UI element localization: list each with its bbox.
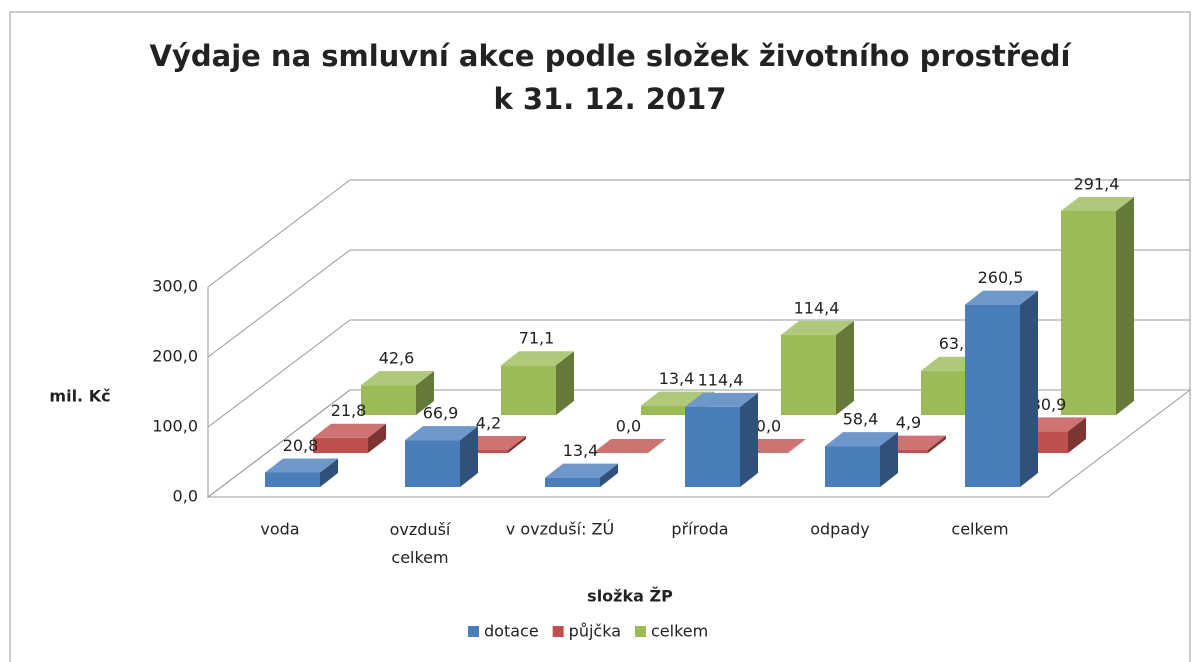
bar-front [781, 334, 836, 415]
bar-side [600, 463, 618, 487]
value-label: 114,4 [698, 370, 744, 389]
bar-side [1068, 417, 1086, 453]
bar [545, 463, 618, 487]
bar [825, 432, 898, 487]
bar-front [405, 440, 460, 487]
bar-side [460, 426, 478, 487]
bar [781, 320, 854, 415]
bar-top [685, 392, 758, 407]
bar-front [501, 365, 556, 415]
bar-front [361, 385, 416, 415]
value-label: 30,9 [1031, 395, 1067, 414]
bar-front [1061, 211, 1116, 415]
bar-top [405, 426, 478, 441]
value-label: 0,0 [616, 417, 641, 436]
value-label: 0,0 [756, 417, 781, 436]
bar-side [508, 436, 526, 453]
bar-front [641, 405, 696, 415]
bar [965, 290, 1038, 487]
value-label: 291,4 [1074, 175, 1120, 194]
bar-top [825, 432, 898, 447]
bar [1061, 197, 1134, 415]
bar-front [545, 477, 600, 487]
bar-top [965, 290, 1038, 305]
bar-front [921, 370, 976, 415]
value-label: 21,8 [331, 401, 367, 420]
bar [685, 392, 758, 487]
bar-front [825, 446, 880, 487]
bar-side [416, 371, 434, 415]
value-label: 42,6 [379, 349, 415, 368]
legend-label: půjčka [569, 622, 621, 641]
value-label: 20,8 [283, 436, 319, 455]
x-tick-label: odpady [810, 520, 870, 539]
y-axis-title: mil. Kč [49, 387, 110, 406]
bar-top [265, 458, 338, 473]
chart-subtitle: k 31. 12. 2017 [493, 82, 726, 116]
bar-side [556, 351, 574, 415]
bar-top [1061, 197, 1134, 212]
grid-line [207, 249, 1190, 358]
bar [405, 426, 478, 487]
bar-top [501, 351, 574, 366]
grid-line [207, 389, 1190, 498]
legend-label: celkem [651, 622, 708, 641]
bar-side [320, 458, 338, 487]
bar-side [1020, 290, 1038, 487]
bar-front [685, 406, 740, 487]
value-label: 114,4 [794, 298, 840, 317]
bar-side [740, 392, 758, 487]
legend-swatch [468, 626, 479, 637]
bar-side [880, 432, 898, 487]
bar [501, 351, 574, 415]
bar-front [965, 304, 1020, 487]
bar-front [313, 437, 368, 453]
value-label: 13,4 [563, 441, 599, 460]
legend-swatch [552, 626, 564, 637]
y-tick-label: 200,0 [152, 347, 198, 366]
y-tick-label: 300,0 [152, 277, 198, 296]
grid-line [207, 179, 1190, 288]
bar-side [928, 435, 946, 453]
bar-top [313, 423, 386, 438]
y-tick-label: 100,0 [152, 417, 198, 436]
x-tick-label: příroda [671, 520, 728, 539]
x-tick-label: voda [260, 520, 299, 539]
x-tick-label: ovzduší celkem [390, 520, 451, 567]
value-label: 4,9 [896, 413, 921, 432]
value-label: 4,2 [476, 414, 501, 433]
x-axis-title: složka ŽP [587, 587, 673, 606]
bar-front [265, 472, 320, 487]
bar [313, 423, 386, 453]
grid-line [207, 319, 1190, 428]
bar-top [593, 439, 666, 453]
bar-side [836, 320, 854, 415]
value-label: 66,9 [423, 404, 459, 423]
value-label: 71,1 [519, 329, 555, 348]
bar-top [781, 320, 854, 335]
x-tick-label: v ovzduší: ZÚ [506, 520, 614, 539]
bar [361, 371, 434, 415]
legend-swatch [635, 626, 646, 637]
legend-label: dotace [484, 622, 539, 641]
chart-title: Výdaje na smluvní akce podle složek živo… [150, 39, 1073, 73]
value-label: 58,4 [843, 410, 879, 429]
bar-top [545, 463, 618, 478]
bar-top [361, 371, 434, 386]
y-tick-label: 0,0 [173, 487, 198, 506]
x-tick-label: celkem [951, 520, 1008, 539]
bar [265, 458, 338, 487]
bar-side [368, 423, 386, 453]
value-label: 13,4 [659, 369, 695, 388]
value-label: 260,5 [978, 268, 1024, 287]
bar [593, 439, 666, 453]
bar-side [1116, 197, 1134, 415]
